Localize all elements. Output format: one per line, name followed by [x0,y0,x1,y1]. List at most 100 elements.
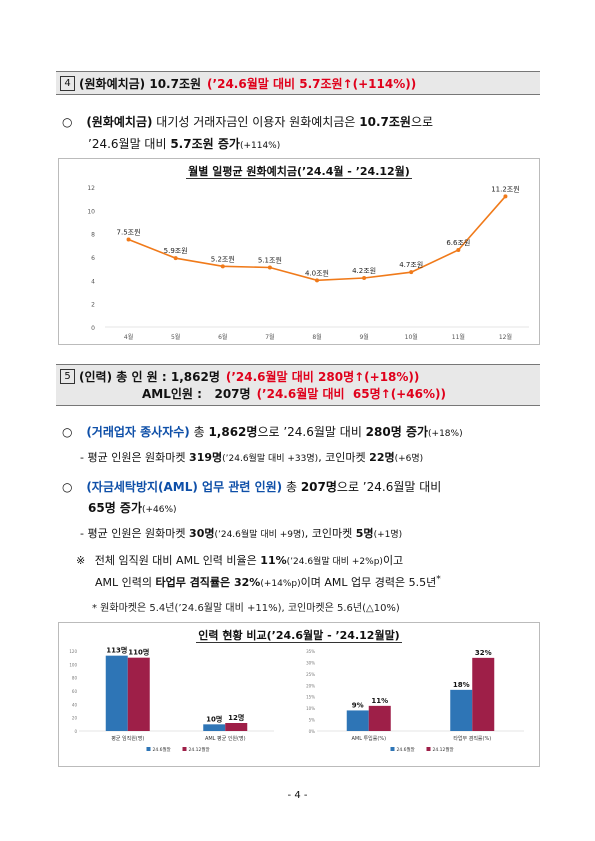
percent: (+46%) [142,505,177,515]
legend-swatch [426,747,431,751]
section-4-header: 4 (원화예치금) 10.7조원 (’24.6월말 대비 5.7조원↑(+114… [56,71,540,95]
value: 30명 [189,527,215,540]
text: 으로 ’24.6월말 대비 [257,425,366,439]
y-tick-label: 12 [87,185,95,192]
y-tick-label: 40 [72,702,78,707]
x-tick-label: 평균 임직원(명) [111,735,144,742]
value: 10.7조원 [359,115,411,129]
data-label: 5.2조원 [211,254,235,263]
note: (’24.6월말 대비 +2%p) [286,557,383,567]
bar-label: 12명 [228,713,244,722]
bar [346,710,369,731]
x-tick-label: 10월 [405,333,418,341]
bar-label: 18% [453,681,470,689]
x-tick-label: 4월 [124,333,133,341]
bullet: ○ [62,115,73,129]
data-label: 4.7조원 [399,260,423,269]
y-tick-label: 4 [91,278,95,285]
x-tick-label: 9월 [359,333,368,341]
text: , 코인마켓 [304,527,356,540]
x-tick-label: 6월 [218,333,227,341]
value: 11% [260,554,287,567]
data-point [126,237,131,242]
percent: (+114%) [239,141,281,151]
section-change: (’24.6월말 대비 65명↑(+46%)) [256,387,446,401]
footnote: * 원화마켓은 5.4년(’24.6월말 대비 +11%), 코인마켓은 5.6… [92,603,400,614]
legend-swatch [146,747,151,751]
data-label: 6.6조원 [446,238,470,247]
y-tick-label: 5% [309,718,316,723]
y-tick-label: 8 [91,232,95,239]
data-label: 4.2조원 [352,266,376,275]
y-tick-label: 20 [72,716,78,721]
text: 총 [189,425,209,439]
data-point [456,248,461,252]
x-tick-label: AML 평균 인원(명) [205,735,246,742]
text: 대기성 거래자금인 이용자 원화예치금은 [152,115,360,129]
section-title: (원화예치금) 10.7조원 [79,76,202,91]
y-tick-label: 60 [72,689,78,694]
value: 65명 증가 [88,501,142,515]
paragraph-line: ○ (거래업자 종사자수) 총 1,862명으로 ’24.6월말 대비 280명… [62,423,463,440]
text: - 평균 인원은 원화마켓 [80,527,190,540]
y-tick-label: 2 [91,302,95,309]
data-label: 4.0조원 [305,268,329,277]
data-label: 11.2조원 [491,184,519,193]
paragraph-line: ○ (원화예치금) 대기성 거래자금인 이용자 원화예치금은 10.7조원으로 [62,113,433,130]
legend-label: 24.12월말 [433,746,454,753]
text: 이고 [382,554,404,567]
section-number: 5 [60,369,75,384]
section-change: (’24.6월말 대비 280명↑(+18%)) [225,370,420,384]
legend-label: 24.12월말 [189,746,210,753]
y-tick-label: 15% [306,695,315,700]
keyword: (거래업자 종사자수) [86,425,190,439]
x-tick-label: 타업무 겸직률(%) [453,735,491,742]
percent: (+18%) [428,429,463,439]
paragraph-line: ’24.6월말 대비 5.7조원 증가(+114%) [88,135,280,152]
value: 280명 증가 [365,425,429,439]
keyword: (원화예치금) [86,115,153,129]
y-tick-label: 0 [74,729,77,734]
y-tick-label: 35% [306,649,315,654]
staff-chart: 인력 현황 비교(’24.6월말 - ’24.12월말) 120 100 80 60 4… [58,622,540,767]
line-chart: 12 10 8 6 4 2 0 7.5조원 4월 5.9조원 5월 5.2조원 6월 5.1조원 7월 4.0… [87,184,529,341]
data-label: 5.9조원 [164,246,188,255]
data-label: 5.1조원 [258,256,282,265]
note: (+6명) [394,454,424,464]
bar [225,723,248,731]
footnote-mark: * [436,574,441,585]
note: (+1명) [373,530,403,540]
bar [105,655,128,731]
note: (’24.6월말 대비 +9명) [214,530,305,540]
section-title: (인력) 총 인 원 : 1,862명 [79,370,220,384]
data-point [409,270,414,275]
section-number: 4 [60,75,75,91]
text: - 평균 인원은 원화마켓 [80,451,190,464]
y-tick-label: 30% [306,660,315,665]
section-5-header: 5 (인력) 총 인 원 : 1,862명 (’24.6월말 대비 280명↑(… [56,364,540,406]
note-mark: ※ [76,554,86,567]
bar-label: 10명 [206,714,222,723]
keyword: (자금세탁방지(AML) 업무 관련 인원) [86,480,283,494]
paragraph-line: ※ 전체 임직원 대비 AML 인력 비율은 11%(’24.6월말 대비 +2… [76,552,403,568]
text: ’24.6월말 대비 [88,137,171,151]
text: AML 인력의 [95,576,156,589]
bullet: ○ [62,480,73,494]
y-tick-label: 120 [69,649,77,654]
legend-swatch [390,747,395,751]
x-tick-label: 11월 [452,333,465,341]
y-tick-label: 10% [306,706,315,711]
bar [450,689,473,731]
paragraph-line: - 평균 인원은 원화마켓 319명(’24.6월말 대비 +33명), 코인마… [80,449,423,465]
text: 이며 AML 업무 경력은 5.5년 [300,576,437,589]
value: 타업무 겸직률은 32% [155,576,261,589]
y-tick-label: 0% [309,729,316,734]
paragraph-line: ○ (자금세탁방지(AML) 업무 관련 인원) 총 207명으로 ’24.6월… [62,478,441,495]
data-point [315,278,319,283]
deposit-chart: 월별 일평균 원화예치금(’24.4월 - ’24.12월) 12 10 8 6 4 2 0… [58,158,540,345]
value: 5.7조원 증가 [170,137,240,151]
note: (+14%p) [260,579,301,589]
bar-label: 32% [475,649,492,657]
y-tick-label: 25% [306,672,315,677]
text: 으로 [410,115,434,129]
